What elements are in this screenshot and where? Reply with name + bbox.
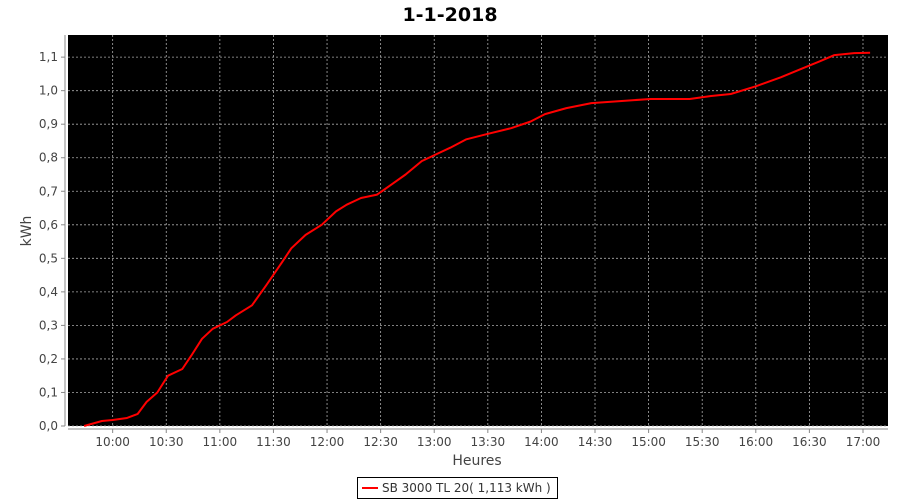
x-axis-label: Heures xyxy=(452,453,501,469)
chart-title: 1-1-2018 xyxy=(402,4,497,26)
x-tick-label: 16:00 xyxy=(739,435,774,449)
y-tick-label: 0,6 xyxy=(39,218,58,232)
x-tick-label: 11:00 xyxy=(203,435,238,449)
y-tick-label: 1,0 xyxy=(39,84,58,98)
legend: SB 3000 TL 20( 1,113 kWh ) xyxy=(357,477,558,499)
x-tick-label: 17:00 xyxy=(846,435,881,449)
y-tick-label: 0,9 xyxy=(39,117,58,131)
x-tick-label: 13:30 xyxy=(471,435,506,449)
plot-area xyxy=(68,35,888,426)
legend-swatch xyxy=(362,487,378,489)
y-tick-labels: 0,0 0,1 0,2 0,3 0,4 0,5 0,6 0,7 0,8 0,9 1,0 1,1 xyxy=(39,50,65,433)
y-tick-label: 0,1 xyxy=(39,385,58,399)
x-tick-label: 15:30 xyxy=(685,435,720,449)
y-tick-label: 0,4 xyxy=(39,285,58,299)
x-tick-label: 15:00 xyxy=(631,435,666,449)
series-lines xyxy=(83,51,871,427)
x-tick-label: 12:30 xyxy=(363,435,398,449)
x-tick-label: 10:30 xyxy=(149,435,184,449)
series-line xyxy=(83,51,871,427)
y-tick-label: 0,3 xyxy=(39,318,58,332)
y-tick-label: 0,7 xyxy=(39,184,58,198)
x-tick-label: 13:00 xyxy=(417,435,452,449)
y-axis-label: kWh xyxy=(19,216,35,247)
x-tick-label: 14:30 xyxy=(578,435,613,449)
x-tick-label: 10:00 xyxy=(95,435,130,449)
grid xyxy=(68,35,888,427)
y-tick-label: 0,2 xyxy=(39,352,58,366)
y-tick-label: 1,1 xyxy=(39,50,58,64)
y-tick-label: 0,5 xyxy=(39,251,58,265)
y-tick-label: 0,8 xyxy=(39,151,58,165)
y-tick-label: 0,0 xyxy=(39,419,58,433)
x-tick-label: 14:00 xyxy=(524,435,559,449)
x-tick-labels: 10:00 10:30 11:00 11:30 12:00 12:30 13:00 13:30… xyxy=(95,429,880,449)
x-tick-label: 11:30 xyxy=(256,435,291,449)
legend-label: SB 3000 TL 20( 1,113 kWh ) xyxy=(382,481,551,495)
x-tick-label: 16:30 xyxy=(792,435,827,449)
x-tick-label: 12:00 xyxy=(310,435,345,449)
